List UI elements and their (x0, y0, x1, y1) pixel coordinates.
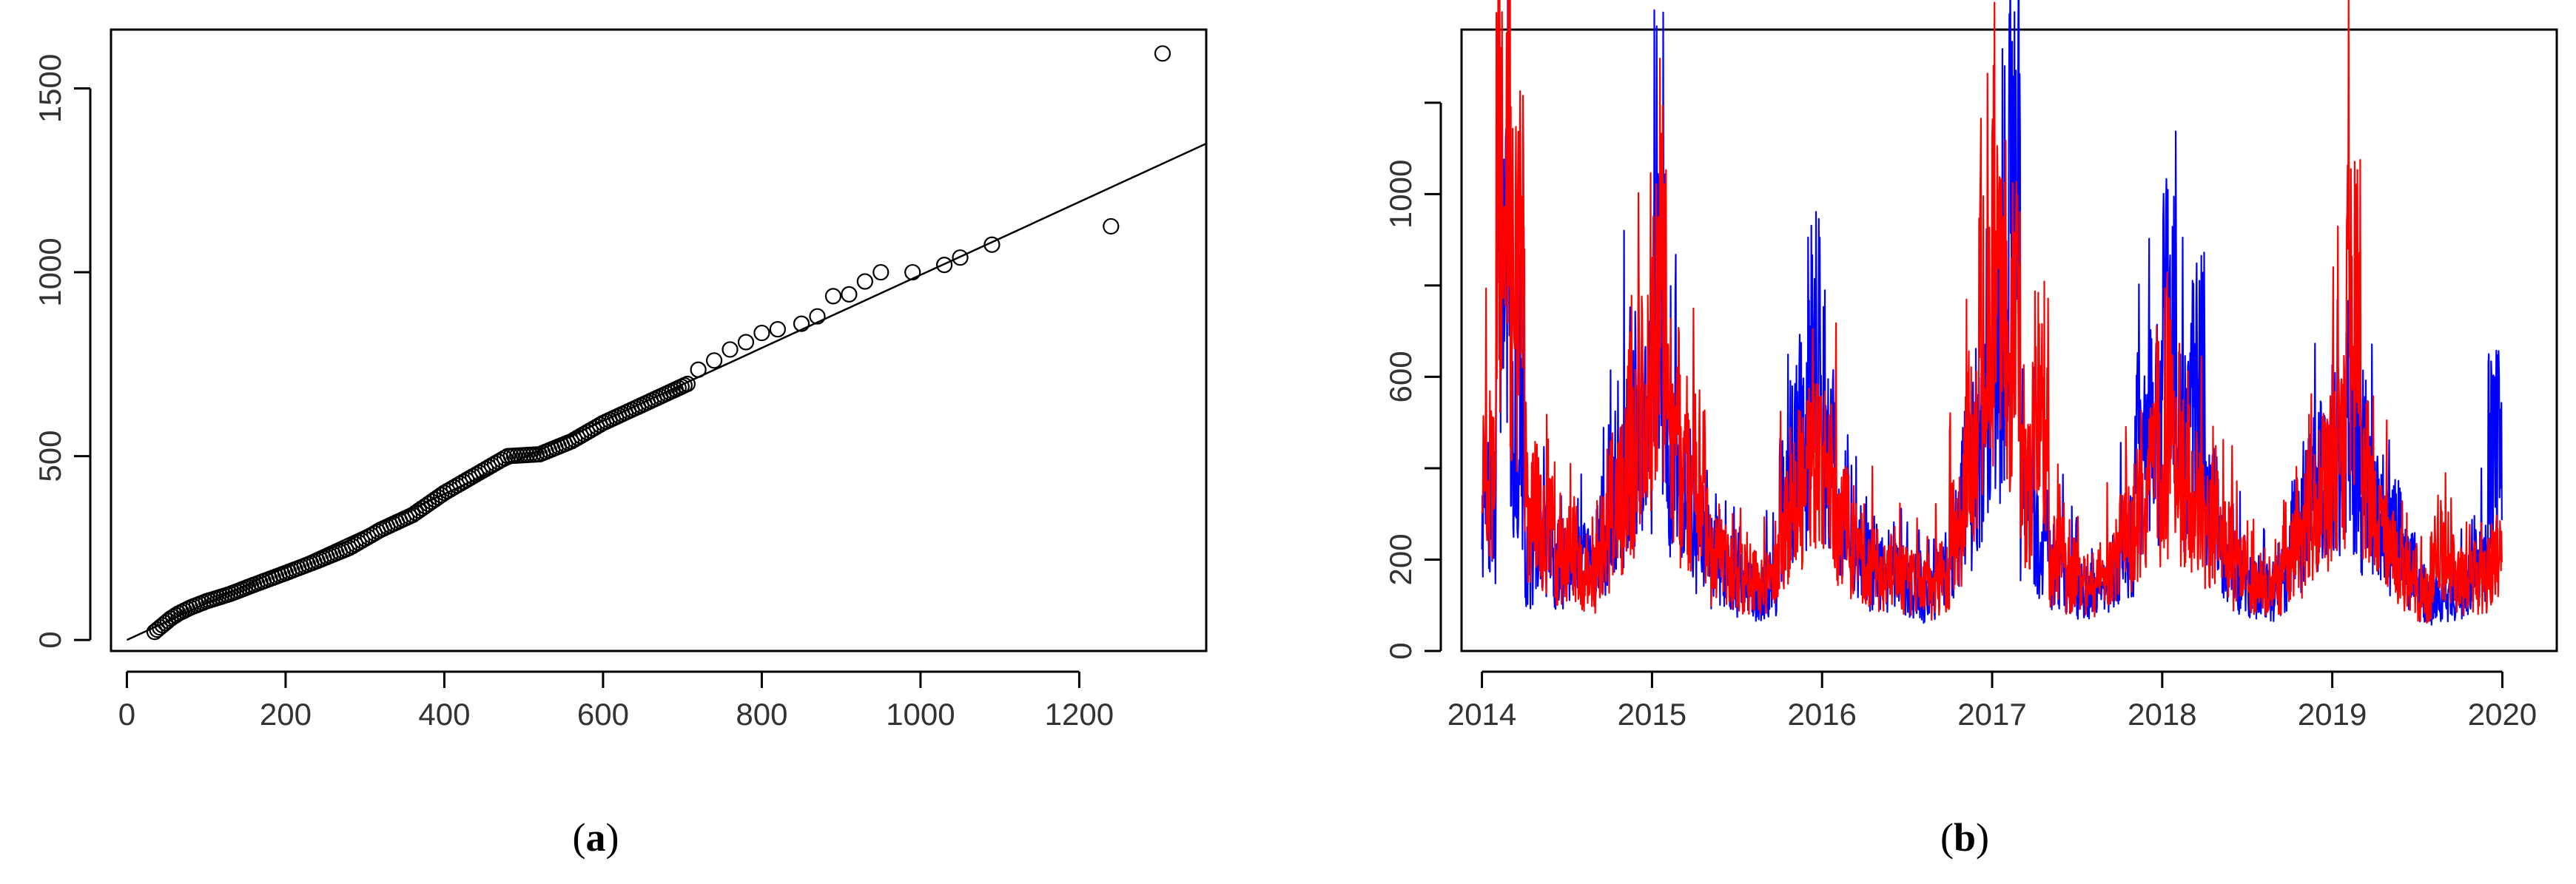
panel-a-point (841, 286, 858, 303)
panel-b-x-tick-label: 2015 (1618, 697, 1686, 732)
panel-a-x-axis: 0 200 400 600 800 1000 1200 (118, 670, 1114, 732)
panel-b: 2014 2015 2016 2017 2018 2019 2020 0 200 600 1000… (1383, 0, 2558, 860)
panel-a-x-tick-label: 200 (260, 697, 312, 732)
panel-b-y-tick-label: 600 (1383, 351, 1418, 402)
panel-a-caption: (a) (573, 815, 619, 860)
panel-a-point (496, 449, 514, 467)
panel-b-x-tick-label: 2018 (2128, 697, 2196, 732)
panel-a-point (935, 257, 953, 274)
panel-b-x-tick-label: 2014 (1447, 697, 1516, 732)
panel-b-series (1481, 0, 2503, 626)
panel-a-x-tick-label: 0 (118, 697, 135, 732)
panel-b-x-axis: 2014 2015 2016 2017 2018 2019 2020 (1447, 670, 2537, 732)
panel-a-point (737, 334, 755, 351)
panel-a-point (722, 341, 739, 358)
panel-a-point (983, 236, 1001, 253)
panel-a-point (753, 324, 770, 342)
panel-a-y-tick-label: 1500 (33, 54, 67, 123)
panel-b-y-axis: 0 200 600 1000 (1383, 101, 1442, 660)
panel-a-point (824, 288, 842, 305)
panel-a-x-tick-label: 800 (736, 697, 787, 732)
panel-a-point (1103, 217, 1120, 235)
panel-a-plot-frame (110, 28, 1208, 652)
panel-a-point (793, 315, 810, 332)
panel-a-y-tick-label: 0 (33, 631, 67, 648)
panel-b-x-tick-label: 2016 (1787, 697, 1856, 732)
panel-a-point (872, 263, 890, 281)
panel-a-point (679, 375, 696, 393)
panel-b-y-tick-label: 0 (1383, 642, 1418, 659)
panel-a-point (769, 320, 786, 338)
panel-a-x-tick-label: 1200 (1045, 697, 1114, 732)
panel-b-x-tick-label: 2020 (2468, 697, 2537, 732)
panel-a-point (1154, 45, 1171, 62)
panel-a-y-tick-label: 500 (33, 431, 67, 482)
panel-b-caption: (b) (1940, 815, 1989, 860)
panel-a-y-axis: 0 500 1000 1500 (33, 54, 92, 649)
panel-b-x-tick-label: 2019 (2298, 697, 2367, 732)
panel-a-caption-letter: a (586, 815, 606, 860)
panel-a-x-tick-label: 600 (577, 697, 629, 732)
panel-a-point (904, 263, 921, 281)
panel-a-point (856, 273, 873, 290)
panel-b-series-line (1481, 0, 2503, 624)
panel-a-point (690, 361, 707, 378)
panel-b-y-tick-label: 1000 (1383, 160, 1418, 229)
panel-a-y-tick-label: 1000 (33, 237, 67, 306)
panel-a-x-tick-label: 400 (418, 697, 470, 732)
panel-a-point (809, 308, 826, 325)
panel-b-x-tick-label: 2017 (1957, 697, 2026, 732)
panel-a-point (952, 249, 969, 266)
panel-b-caption-letter: b (1954, 815, 1976, 860)
panel-a-point (705, 352, 723, 369)
panel-b-y-tick-label: 200 (1383, 533, 1418, 585)
panel-a-x-tick-label: 1000 (886, 697, 955, 732)
panel-a: 0 200 400 600 800 1000 1200 0 500 1000 1500 (a) (33, 28, 1208, 860)
panel-a-points (146, 45, 1171, 641)
